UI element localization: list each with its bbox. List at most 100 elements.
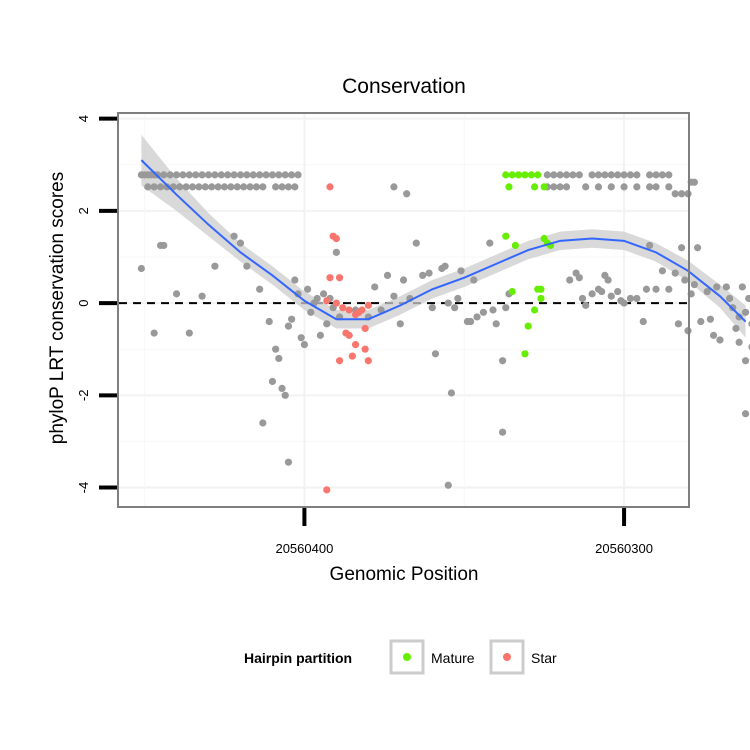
point-other-15 xyxy=(217,171,225,179)
point-other-148 xyxy=(470,276,478,284)
point-other-40 xyxy=(220,183,229,191)
point-other-67 xyxy=(658,171,667,179)
point-mature-19 xyxy=(537,294,545,303)
point-other-106 xyxy=(281,391,289,399)
y-axis-label: phyloP LRT conservation scores xyxy=(47,172,68,445)
point-other-128 xyxy=(371,283,379,291)
legend-label-star: Star xyxy=(531,650,557,666)
point-star-16 xyxy=(364,357,372,365)
y-tick-label-2: 0 xyxy=(76,299,91,306)
point-other-182 xyxy=(671,269,679,277)
point-other-167 xyxy=(598,287,606,296)
point-other-124 xyxy=(284,458,293,466)
point-other-111 xyxy=(297,334,305,342)
point-other-80 xyxy=(665,183,673,191)
point-other-205 xyxy=(735,338,743,346)
point-other-34 xyxy=(182,183,190,191)
point-other-199 xyxy=(732,324,740,333)
point-other-150 xyxy=(479,308,488,316)
point-other-52 xyxy=(550,171,558,179)
point-other-193 xyxy=(709,331,718,339)
point-other-29 xyxy=(150,183,158,191)
smooth-ribbon-layer xyxy=(141,134,746,338)
y-tick-label-3: -2 xyxy=(76,390,91,402)
point-other-16 xyxy=(224,171,232,179)
point-other-110 xyxy=(294,290,302,298)
point-other-202 xyxy=(741,308,750,316)
point-other-62 xyxy=(620,171,628,179)
point-other-55 xyxy=(569,171,577,179)
point-other-195 xyxy=(716,336,724,344)
point-other-144 xyxy=(454,294,462,303)
point-other-200 xyxy=(735,313,743,321)
point-other-68 xyxy=(665,171,673,179)
legend-item-star: Star xyxy=(489,639,557,675)
point-mature-9 xyxy=(502,232,510,240)
point-other-89 xyxy=(150,329,158,337)
legend-label-mature: Mature xyxy=(431,650,475,666)
point-other-99 xyxy=(256,285,264,293)
x-tick-label-1: 20560300 xyxy=(595,541,653,556)
point-star-8 xyxy=(345,306,353,314)
point-mature-13 xyxy=(530,306,539,314)
legend-key-star xyxy=(489,639,525,675)
point-mature-3 xyxy=(521,171,529,179)
point-other-154 xyxy=(498,357,507,365)
point-other-192 xyxy=(706,315,714,323)
point-other-130 xyxy=(383,271,392,280)
point-other-94 xyxy=(198,292,206,300)
point-other-37 xyxy=(201,183,209,191)
point-other-17 xyxy=(230,171,238,179)
point-other-178 xyxy=(646,241,654,250)
point-other-6 xyxy=(160,171,168,179)
point-other-122 xyxy=(332,248,340,256)
point-other-141 xyxy=(441,262,449,270)
smooth-confidence-ribbon xyxy=(141,134,746,338)
point-other-206 xyxy=(741,357,750,365)
point-other-41 xyxy=(227,183,235,191)
point-other-60 xyxy=(607,171,615,179)
point-other-12 xyxy=(198,171,206,179)
point-other-107 xyxy=(284,322,293,330)
point-star-10 xyxy=(348,352,356,360)
point-mature-0 xyxy=(502,171,510,179)
point-other-36 xyxy=(195,183,203,191)
point-star-4 xyxy=(332,299,340,307)
point-other-194 xyxy=(713,283,721,291)
point-other-185 xyxy=(681,276,689,284)
point-other-143 xyxy=(451,304,459,312)
point-mature-5 xyxy=(534,171,542,179)
point-other-82 xyxy=(678,190,686,198)
point-mature-4 xyxy=(527,171,535,179)
point-other-9 xyxy=(179,171,187,179)
point-other-53 xyxy=(556,171,564,179)
point-other-137 xyxy=(425,269,433,277)
point-other-179 xyxy=(652,285,660,293)
point-other-18 xyxy=(236,171,245,179)
point-star-14 xyxy=(361,324,369,333)
point-star-5 xyxy=(335,274,344,282)
axis-ticks: 4 2 0 -2 -4 20560400 20560300 xyxy=(76,115,653,556)
point-other-109 xyxy=(291,276,299,284)
point-other-133 xyxy=(399,276,408,284)
point-star-20 xyxy=(323,486,331,494)
point-other-11 xyxy=(192,171,200,179)
point-mature-20 xyxy=(508,287,516,296)
point-mature-15 xyxy=(537,285,545,293)
point-other-33 xyxy=(176,183,184,191)
point-other-78 xyxy=(646,183,654,191)
point-other-71 xyxy=(556,183,564,191)
point-other-191 xyxy=(703,287,711,296)
point-other-135 xyxy=(412,239,420,247)
point-star-11 xyxy=(351,340,360,349)
smooth-line xyxy=(140,159,747,323)
point-other-159 xyxy=(498,428,507,436)
point-other-165 xyxy=(588,290,596,298)
point-other-189 xyxy=(693,244,702,252)
point-other-51 xyxy=(543,171,551,179)
point-mature-8 xyxy=(540,183,548,191)
point-other-93 xyxy=(185,329,193,337)
point-other-164 xyxy=(582,301,590,309)
point-other-118 xyxy=(319,290,328,298)
legend: Hairpin partition Mature Star xyxy=(244,639,557,675)
